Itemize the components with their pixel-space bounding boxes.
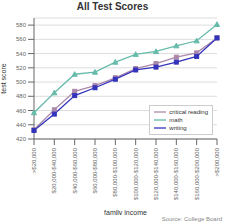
svg-text:480: 480 [16, 93, 27, 99]
svg-text:540: 540 [16, 51, 27, 57]
svg-text:520: 520 [16, 65, 27, 71]
svg-text:$40,000-$60,000: $40,000-$60,000 [72, 147, 78, 193]
svg-text:580: 580 [16, 22, 27, 28]
html-text:All Test Scores: All Test Scores [76, 1, 149, 12]
svg-text:$120,000-$140,000: $120,000-$140,000 [153, 147, 159, 200]
html-text:math: math [169, 117, 183, 123]
svg-text:$60,000-$80,000: $60,000-$80,000 [92, 147, 98, 193]
svg-text:$160,000-$200,000: $160,000-$200,000 [194, 147, 200, 200]
svg-text:420: 420 [16, 136, 27, 142]
svg-text:560: 560 [16, 36, 27, 42]
svg-text:500: 500 [16, 79, 27, 85]
html-text:critical reading: critical reading [169, 109, 208, 115]
html-text:writing: writing [169, 125, 187, 131]
svg-text:$100,000-$120,000: $100,000-$120,000 [133, 147, 139, 200]
html-text:Source: College Board: Source: College Board [161, 216, 222, 222]
svg-text:>$200,000: >$200,000 [214, 147, 217, 176]
svg-text:460: 460 [16, 108, 27, 114]
svg-text:$80,000-$100,000: $80,000-$100,000 [112, 147, 118, 196]
svg-text:$140,000-$160,000: $140,000-$160,000 [173, 147, 179, 200]
svg-text:family income: family income [104, 209, 147, 215]
svg-text:440: 440 [16, 122, 27, 128]
svg-text:>$20,000: >$20,000 [31, 147, 37, 173]
svg-text:$20,000-$40,000: $20,000-$40,000 [51, 147, 57, 193]
